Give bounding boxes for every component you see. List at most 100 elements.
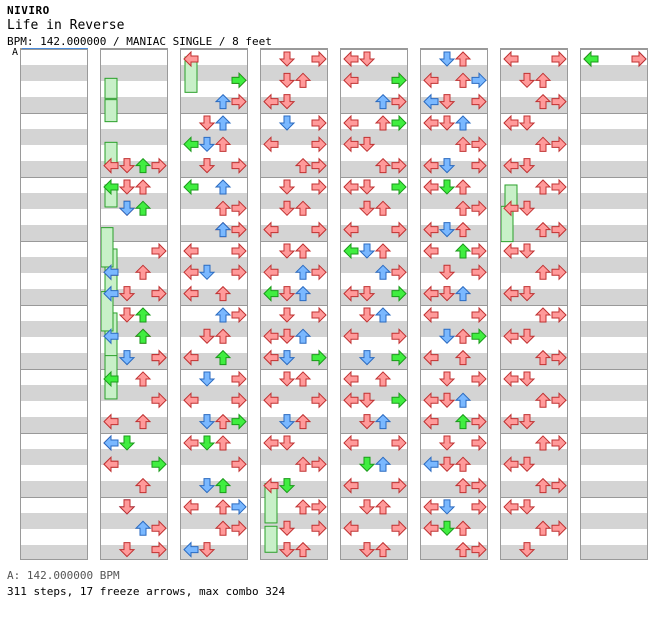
step-arrow-left (263, 221, 279, 238)
step-arrow-left (343, 72, 359, 89)
step-arrow-right (391, 328, 407, 345)
beat-band (101, 481, 167, 497)
beat-band (341, 97, 407, 113)
beat-band (581, 65, 647, 81)
step-arrow-up (374, 200, 392, 216)
beat-band (21, 513, 87, 529)
step-arrow-down (278, 307, 296, 323)
step-arrow-up (534, 435, 552, 451)
step-arrow-down (198, 264, 216, 281)
step-arrow-right (151, 285, 167, 302)
step-arrow-up (374, 456, 392, 472)
step-arrow-left (423, 392, 439, 409)
step-arrow-down (198, 158, 216, 174)
chart-column-3 (180, 48, 248, 560)
chart-column-8 (580, 48, 648, 560)
step-arrow-up (214, 115, 232, 131)
beat-band (21, 289, 87, 305)
chart-column-4 (260, 48, 328, 560)
step-arrow-up (134, 413, 152, 430)
step-arrow-up (134, 371, 152, 387)
beat-band (101, 545, 167, 559)
step-arrow-up (454, 349, 472, 366)
beat-band (581, 193, 647, 209)
step-arrow-up (294, 541, 312, 558)
bpm-marker-label: A (12, 47, 19, 58)
step-arrow-down (438, 286, 456, 302)
step-arrow-left (263, 349, 279, 366)
step-arrow-left (103, 370, 119, 388)
beat-band (261, 449, 327, 465)
step-arrow-left (503, 456, 519, 473)
step-arrow-right (311, 221, 327, 238)
step-arrow-right (471, 93, 487, 110)
step-arrow-left (183, 136, 199, 153)
step-arrow-down (198, 136, 216, 153)
step-arrow-right (471, 434, 487, 452)
step-arrow-up (294, 72, 312, 88)
step-arrow-left (503, 328, 519, 345)
step-arrow-up (374, 371, 392, 387)
step-arrow-right (471, 541, 487, 558)
step-arrow-left (423, 178, 439, 196)
step-arrow-right (471, 328, 487, 345)
step-arrow-left (343, 392, 359, 409)
step-arrow-left (343, 114, 359, 132)
bpm-footer: A: 142.000000 BPM (7, 569, 120, 582)
step-arrow-down (358, 499, 376, 515)
step-arrow-left (503, 50, 519, 68)
step-arrow-up (374, 93, 392, 110)
step-arrow-down (278, 51, 296, 67)
beat-band (501, 65, 567, 81)
step-arrow-right (231, 306, 247, 324)
step-arrow-down (438, 222, 456, 238)
beat-band (581, 481, 647, 497)
step-arrow-down (518, 200, 536, 217)
step-arrow-up (294, 200, 312, 216)
step-arrow-right (391, 477, 407, 494)
beat-band (581, 449, 647, 465)
step-arrow-down (438, 456, 456, 472)
beat-band (101, 65, 167, 81)
step-arrow-right (151, 157, 167, 174)
beat-band (581, 417, 647, 433)
step-arrow-down (358, 542, 376, 558)
step-arrow-down (118, 307, 136, 323)
step-arrow-down (278, 414, 296, 430)
step-arrow-up (294, 371, 312, 387)
column-4-svg (261, 49, 327, 559)
step-arrow-up (294, 456, 312, 472)
step-arrow-up (294, 264, 312, 280)
beat-band (581, 129, 647, 145)
beat-band (181, 97, 247, 113)
step-arrow-left (263, 285, 279, 302)
step-arrow-left (183, 349, 199, 366)
step-arrow-right (311, 456, 327, 473)
step-arrow-down (438, 94, 456, 110)
step-arrow-right (311, 306, 327, 324)
column-7-svg (501, 49, 567, 559)
step-arrow-up (294, 157, 312, 174)
beat-band (501, 385, 567, 401)
step-arrow-down (358, 307, 376, 323)
step-arrow-left (183, 434, 199, 452)
step-arrow-up (294, 413, 312, 430)
step-arrow-right (391, 392, 407, 409)
step-arrow-down (278, 200, 296, 217)
step-arrow-left (343, 434, 359, 452)
beat-band (21, 65, 87, 81)
step-arrow-down (118, 435, 136, 451)
step-arrow-down (518, 414, 536, 430)
step-arrow-right (151, 242, 167, 260)
step-arrow-down (358, 200, 376, 217)
step-arrow-up (454, 413, 472, 430)
step-arrow-left (183, 242, 199, 260)
step-arrow-left (183, 392, 199, 409)
step-arrow-up (214, 179, 232, 195)
step-arrow-left (423, 157, 439, 174)
step-arrow-right (391, 93, 407, 110)
step-arrow-left (343, 520, 359, 537)
step-arrow-down (438, 51, 456, 67)
step-arrow-up (214, 349, 232, 366)
step-arrow-up (214, 285, 232, 302)
